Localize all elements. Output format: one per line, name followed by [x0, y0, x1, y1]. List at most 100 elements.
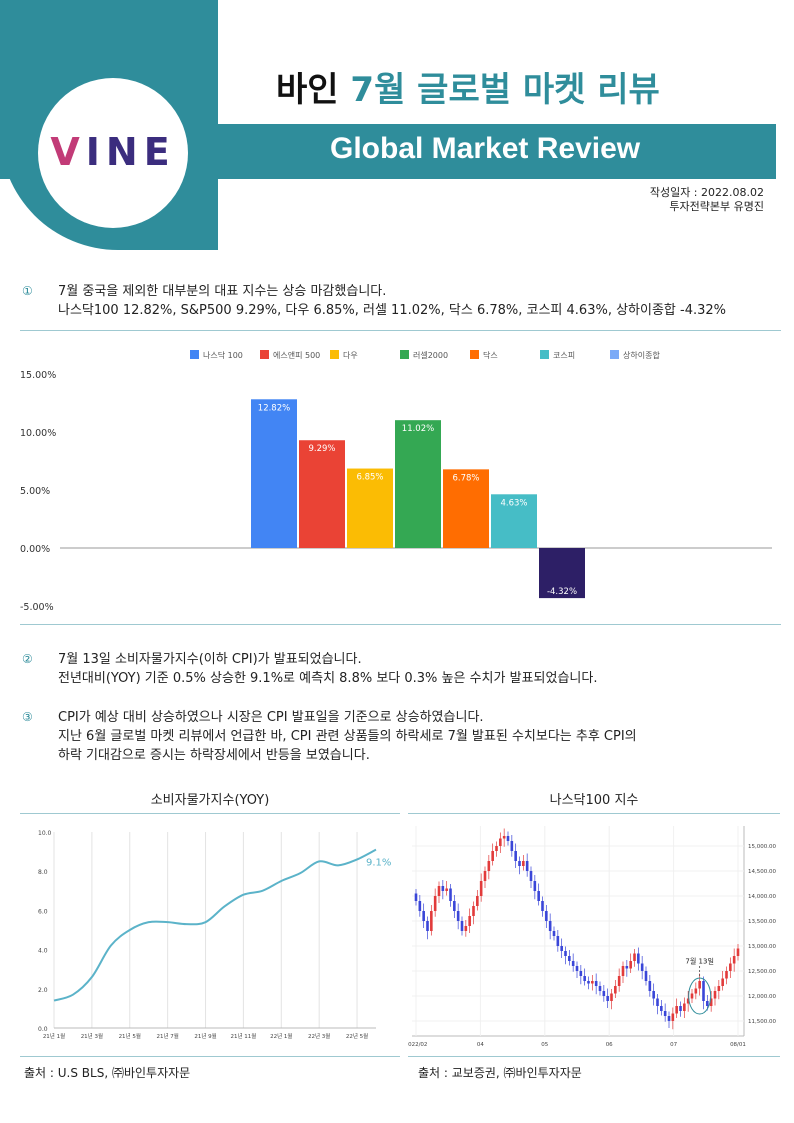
- legend-swatch: [190, 350, 199, 359]
- legend-swatch: [470, 350, 479, 359]
- section-number: ②: [22, 652, 33, 666]
- candle-body: [437, 886, 441, 896]
- bar: [347, 468, 393, 548]
- candle-body: [671, 1013, 675, 1021]
- cpi-line-chart: 0.0 2.0 4.0 6.0 8.0 10.0 21년 1월 21년 3월 21년 5월 21년…: [38, 830, 391, 1040]
- candle-body: [736, 948, 740, 956]
- candle-body: [464, 926, 468, 931]
- candle-body: [453, 901, 456, 911]
- candle-body: [683, 1003, 686, 1011]
- y-tick-label: 4.0: [38, 948, 48, 955]
- divider: [20, 624, 781, 625]
- x-tick-label: 07: [670, 1042, 677, 1048]
- candle-body: [487, 861, 491, 871]
- x-tick-label: 06: [606, 1042, 613, 1048]
- candle-body: [633, 953, 636, 961]
- candle-body: [518, 861, 521, 866]
- logo-rest: INE: [85, 130, 176, 174]
- x-tick-label: 21년 11월: [230, 1032, 256, 1040]
- candle-body: [648, 981, 652, 991]
- candle-body: [479, 881, 483, 896]
- candle-body: [525, 861, 529, 871]
- date-line: 작성일자 : 2022.08.02: [649, 186, 764, 199]
- candle-body: [476, 896, 479, 906]
- candle-body: [426, 921, 429, 931]
- section-3: ③ CPI가 예상 대비 상승하였으나 시장은 CPI 발표일을 기준으로 상승…: [22, 708, 637, 765]
- candle-body: [541, 901, 544, 911]
- nasdaq-candlestick-chart: 11,500.00 12,000.00 12,500.00 13,000.00 13,5…: [408, 826, 776, 1048]
- x-tick-label: 2022/02: [408, 1042, 427, 1048]
- candle-body: [502, 836, 506, 839]
- y-tick-label: 14,500.00: [748, 869, 776, 875]
- annotation-circle: [688, 977, 712, 1015]
- divider: [408, 1056, 780, 1057]
- candle-body: [606, 996, 609, 1001]
- section-1: ① 7월 중국을 제외한 대부분의 대표 지수는 상승 마감했습니다. 나스닥1…: [22, 282, 726, 320]
- candle-body: [698, 981, 701, 989]
- section-number: ③: [22, 710, 33, 724]
- candle-body: [702, 981, 705, 1001]
- bar: [491, 494, 537, 548]
- section-line: 하락 기대감으로 증시는 하락장세에서 반등을 보였습니다.: [58, 748, 370, 763]
- x-tick-label: 21년 5월: [119, 1032, 141, 1040]
- page-title: 바인 7월 글로벌 마켓 리뷰: [276, 62, 660, 111]
- legend-swatch: [400, 350, 409, 359]
- candle-body: [545, 911, 548, 921]
- candle-body: [732, 956, 736, 964]
- candle-body: [629, 961, 632, 969]
- candle-body: [522, 861, 525, 866]
- title-prefix: 바인: [276, 70, 351, 110]
- candle-body: [418, 901, 422, 911]
- candle-body: [472, 906, 475, 916]
- candle-body: [721, 978, 724, 986]
- section-line: 7월 13일 소비자물가지수(이하 CPI)가 발표되었습니다.: [58, 652, 362, 667]
- y-tick-label: 0.0: [38, 1026, 48, 1033]
- candle-body: [610, 993, 613, 1001]
- y-tick-label: 13,500.00: [748, 919, 776, 925]
- index-returns-bar-chart: 나스닥 100 에스앤피 500 다우 러셀2000 닥스 코스피 상하이종합 15.00% 1…: [20, 350, 772, 613]
- candle-body: [617, 976, 621, 986]
- page-subtitle: Global Market Review: [330, 132, 641, 165]
- candle-body: [514, 851, 517, 861]
- candle-body: [598, 986, 602, 991]
- candle-body: [422, 911, 425, 921]
- bar-data-label: -4.32%: [547, 587, 577, 597]
- legend-label: 닥스: [483, 350, 498, 360]
- candle-body: [694, 988, 698, 994]
- candle-body: [495, 846, 498, 851]
- y-tick-label: 5.00%: [20, 486, 50, 497]
- legend-label: 코스피: [553, 351, 575, 360]
- bar-data-label: 6.78%: [452, 473, 479, 483]
- bar: [395, 420, 441, 548]
- candle-body: [729, 963, 732, 971]
- section-line: 7월 중국을 제외한 대부분의 대표 지수는 상승 마감했습니다.: [58, 284, 387, 299]
- candle-body: [625, 966, 629, 969]
- candle-body: [663, 1011, 667, 1016]
- candle-body: [583, 976, 586, 981]
- candle-body: [652, 991, 655, 999]
- annotation-label: 7월 13일: [685, 957, 713, 966]
- candle-body: [441, 886, 445, 891]
- x-tick-label: 22년 3월: [308, 1032, 330, 1040]
- y-tick-label: 15.00%: [20, 370, 56, 381]
- candle-body: [552, 931, 556, 936]
- candle-body: [430, 911, 433, 931]
- x-tick-label: 21년 3월: [81, 1032, 103, 1040]
- bar-data-label: 12.82%: [258, 403, 290, 413]
- candle-body: [602, 991, 606, 996]
- bar-data-label: 4.63%: [500, 498, 527, 508]
- logo-v: V: [50, 130, 86, 174]
- source-right: 출처 : 교보증권, ㈜바인투자자문: [418, 1066, 582, 1080]
- y-tick-label: 15,000.00: [748, 844, 776, 850]
- candle-body: [725, 971, 728, 979]
- candle-body: [449, 888, 452, 901]
- candle-body: [591, 981, 594, 984]
- logo-circle: VINE: [38, 78, 188, 228]
- candle-body: [614, 986, 617, 994]
- candle-body: [499, 838, 502, 846]
- bar: [443, 469, 489, 548]
- candle-body: [675, 1006, 678, 1014]
- y-tick-label: -5.00%: [20, 602, 54, 613]
- bar-data-label: 11.02%: [402, 424, 434, 434]
- candle-body: [621, 966, 625, 976]
